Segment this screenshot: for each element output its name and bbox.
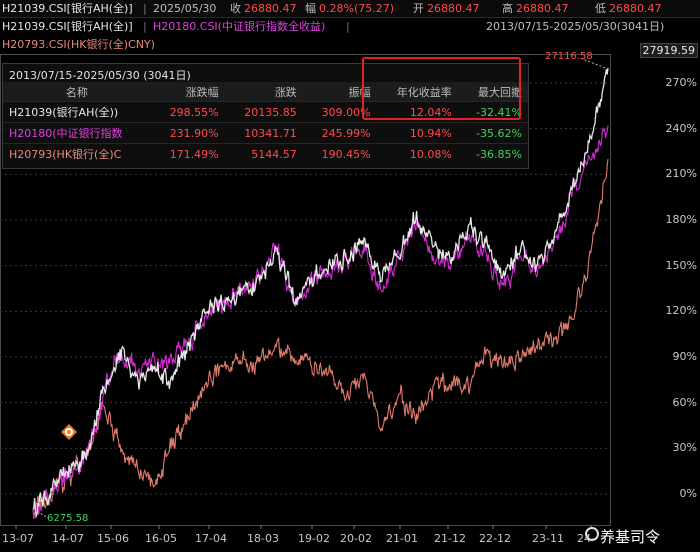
row-amp: 309.00% <box>302 101 377 123</box>
row-ann: 10.94% <box>376 122 458 144</box>
row-name: H20180(中证银行指数 <box>3 122 151 144</box>
row-mdd: -35.62% <box>457 122 528 144</box>
x-tick-label: 16-05 <box>145 532 177 545</box>
index-code: H21039.CSI[银行AH(全)] <box>2 2 133 15</box>
y-tick-label: 90% <box>672 350 697 363</box>
row-ann: 12.04% <box>376 101 458 123</box>
y-tick-label: 150% <box>665 258 697 272</box>
high-value: 26880.47 <box>516 2 569 15</box>
col-pct[interactable]: 涨跌幅 <box>150 82 225 102</box>
series-line-1 <box>32 67 609 518</box>
open-value: 26880.47 <box>427 2 480 15</box>
stats-table: 名称 涨跌幅 涨跌 振幅 年化收益率 最大回撤 H21039(银行AH(全)) … <box>3 82 528 164</box>
col-name[interactable]: 名称 <box>3 82 151 102</box>
x-tick-label: 21-12 <box>434 532 466 545</box>
current-date: 2025/05/30 <box>153 2 217 15</box>
date-range: 2013/07/15-2025/05/30(3041日) <box>486 20 665 33</box>
x-tick-label: 17-04 <box>195 532 227 545</box>
series-line-2 <box>32 125 609 519</box>
weibo-icon <box>585 527 599 541</box>
row-pct: 171.49% <box>150 143 225 164</box>
x-tick-label: 14-07 <box>52 532 84 545</box>
change-value: 0.28%(75.27) <box>319 2 395 15</box>
y-tick-label: 180% <box>665 213 697 226</box>
x-tick-label: 18-03 <box>247 532 279 545</box>
row-name: H21039(银行AH(全)) <box>3 101 151 123</box>
col-ann[interactable]: 年化收益率 <box>376 82 458 102</box>
y-tick-label: 0% <box>679 487 697 500</box>
high-label: 高 <box>502 2 513 15</box>
y-tick-label: 30% <box>672 441 697 455</box>
row-pct: 298.55% <box>150 101 225 123</box>
row-chg: 5144.57 <box>224 143 303 164</box>
close-label: 收 <box>230 2 241 15</box>
row-amp: 190.45% <box>302 143 377 164</box>
row-chg: 20135.85 <box>224 101 303 123</box>
y-tick-label: 60% <box>672 395 697 409</box>
stats-panel: 2013/07/15-2025/05/30 (3041日) 名称 涨跌幅 涨跌 … <box>2 63 529 169</box>
highlight-box <box>362 57 521 120</box>
row-ann: 10.08% <box>376 143 458 164</box>
col-mdd[interactable]: 最大回撤 <box>457 82 528 102</box>
close-value: 26880.47 <box>244 2 297 15</box>
top-value-label: 27919.59 <box>639 43 698 58</box>
x-tick-label: 13-07 <box>2 532 34 545</box>
col-amp[interactable]: 振幅 <box>302 82 377 102</box>
col-chg[interactable]: 涨跌 <box>224 82 303 102</box>
min-point-leader <box>33 508 49 519</box>
x-tick-label: 20-02 <box>340 532 372 545</box>
row-mdd: -36.85% <box>457 143 528 164</box>
row-name: H20793(HK银行(全)C <box>3 143 151 164</box>
legend-row: H21039.CSI[银行AH(全)] | H20180.CSI(中证银行指数全… <box>2 20 665 33</box>
y-tick-label: 120% <box>665 304 697 318</box>
watermark: 养基司令 <box>600 528 661 546</box>
legend-series2[interactable]: H20180.CSI(中证银行指数全收益) <box>153 20 326 33</box>
low-label: 低 <box>595 2 606 15</box>
max-point-label: 27116.58 <box>545 51 593 62</box>
row-pct: 231.90% <box>150 122 225 144</box>
max-point-leader <box>579 57 606 69</box>
panel-title: 2013/07/15-2025/05/30 (3041日) <box>9 69 191 82</box>
row-chg: 10341.71 <box>224 122 303 144</box>
x-tick-label: 23-11 <box>532 532 564 545</box>
table-row[interactable]: H20180(中证银行指数 231.90% 10341.71 245.99% 1… <box>3 122 528 144</box>
low-value: 26880.47 <box>609 2 662 15</box>
min-point-label: 6275.58 <box>47 513 89 524</box>
row-mdd: -32.41% <box>457 101 528 123</box>
legend-series1[interactable]: H21039.CSI[银行AH(全)] <box>2 20 133 33</box>
y-tick-label: 240% <box>665 121 697 135</box>
change-label: 幅 <box>305 2 316 15</box>
x-tick-label: 15-06 <box>97 532 129 545</box>
open-label: 开 <box>413 2 424 15</box>
y-tick-label: 210% <box>665 167 697 181</box>
table-row[interactable]: H21039(银行AH(全)) 298.55% 20135.85 309.00%… <box>3 101 528 123</box>
y-tick-label: 270% <box>665 76 697 89</box>
top-header: H21039.CSI[银行AH(全)] | 2025/05/30 收 26880… <box>0 0 700 18</box>
row-amp: 245.99% <box>302 122 377 144</box>
legend-row-2: H20793.CSI(HK银行(全)CNY) <box>0 36 700 53</box>
plot-frame <box>0 54 611 526</box>
legend-series3[interactable]: H20793.CSI(HK银行(全)CNY) <box>2 38 155 51</box>
x-tick-label: 21-01 <box>386 532 418 545</box>
series-line-3 <box>32 159 609 517</box>
crosshair-marker-icon[interactable] <box>61 424 77 440</box>
x-tick-label: 22-12 <box>479 532 511 545</box>
x-tick-label: 19-02 <box>298 532 330 545</box>
table-row[interactable]: H20793(HK银行(全)C 171.49% 5144.57 190.45% … <box>3 143 528 164</box>
